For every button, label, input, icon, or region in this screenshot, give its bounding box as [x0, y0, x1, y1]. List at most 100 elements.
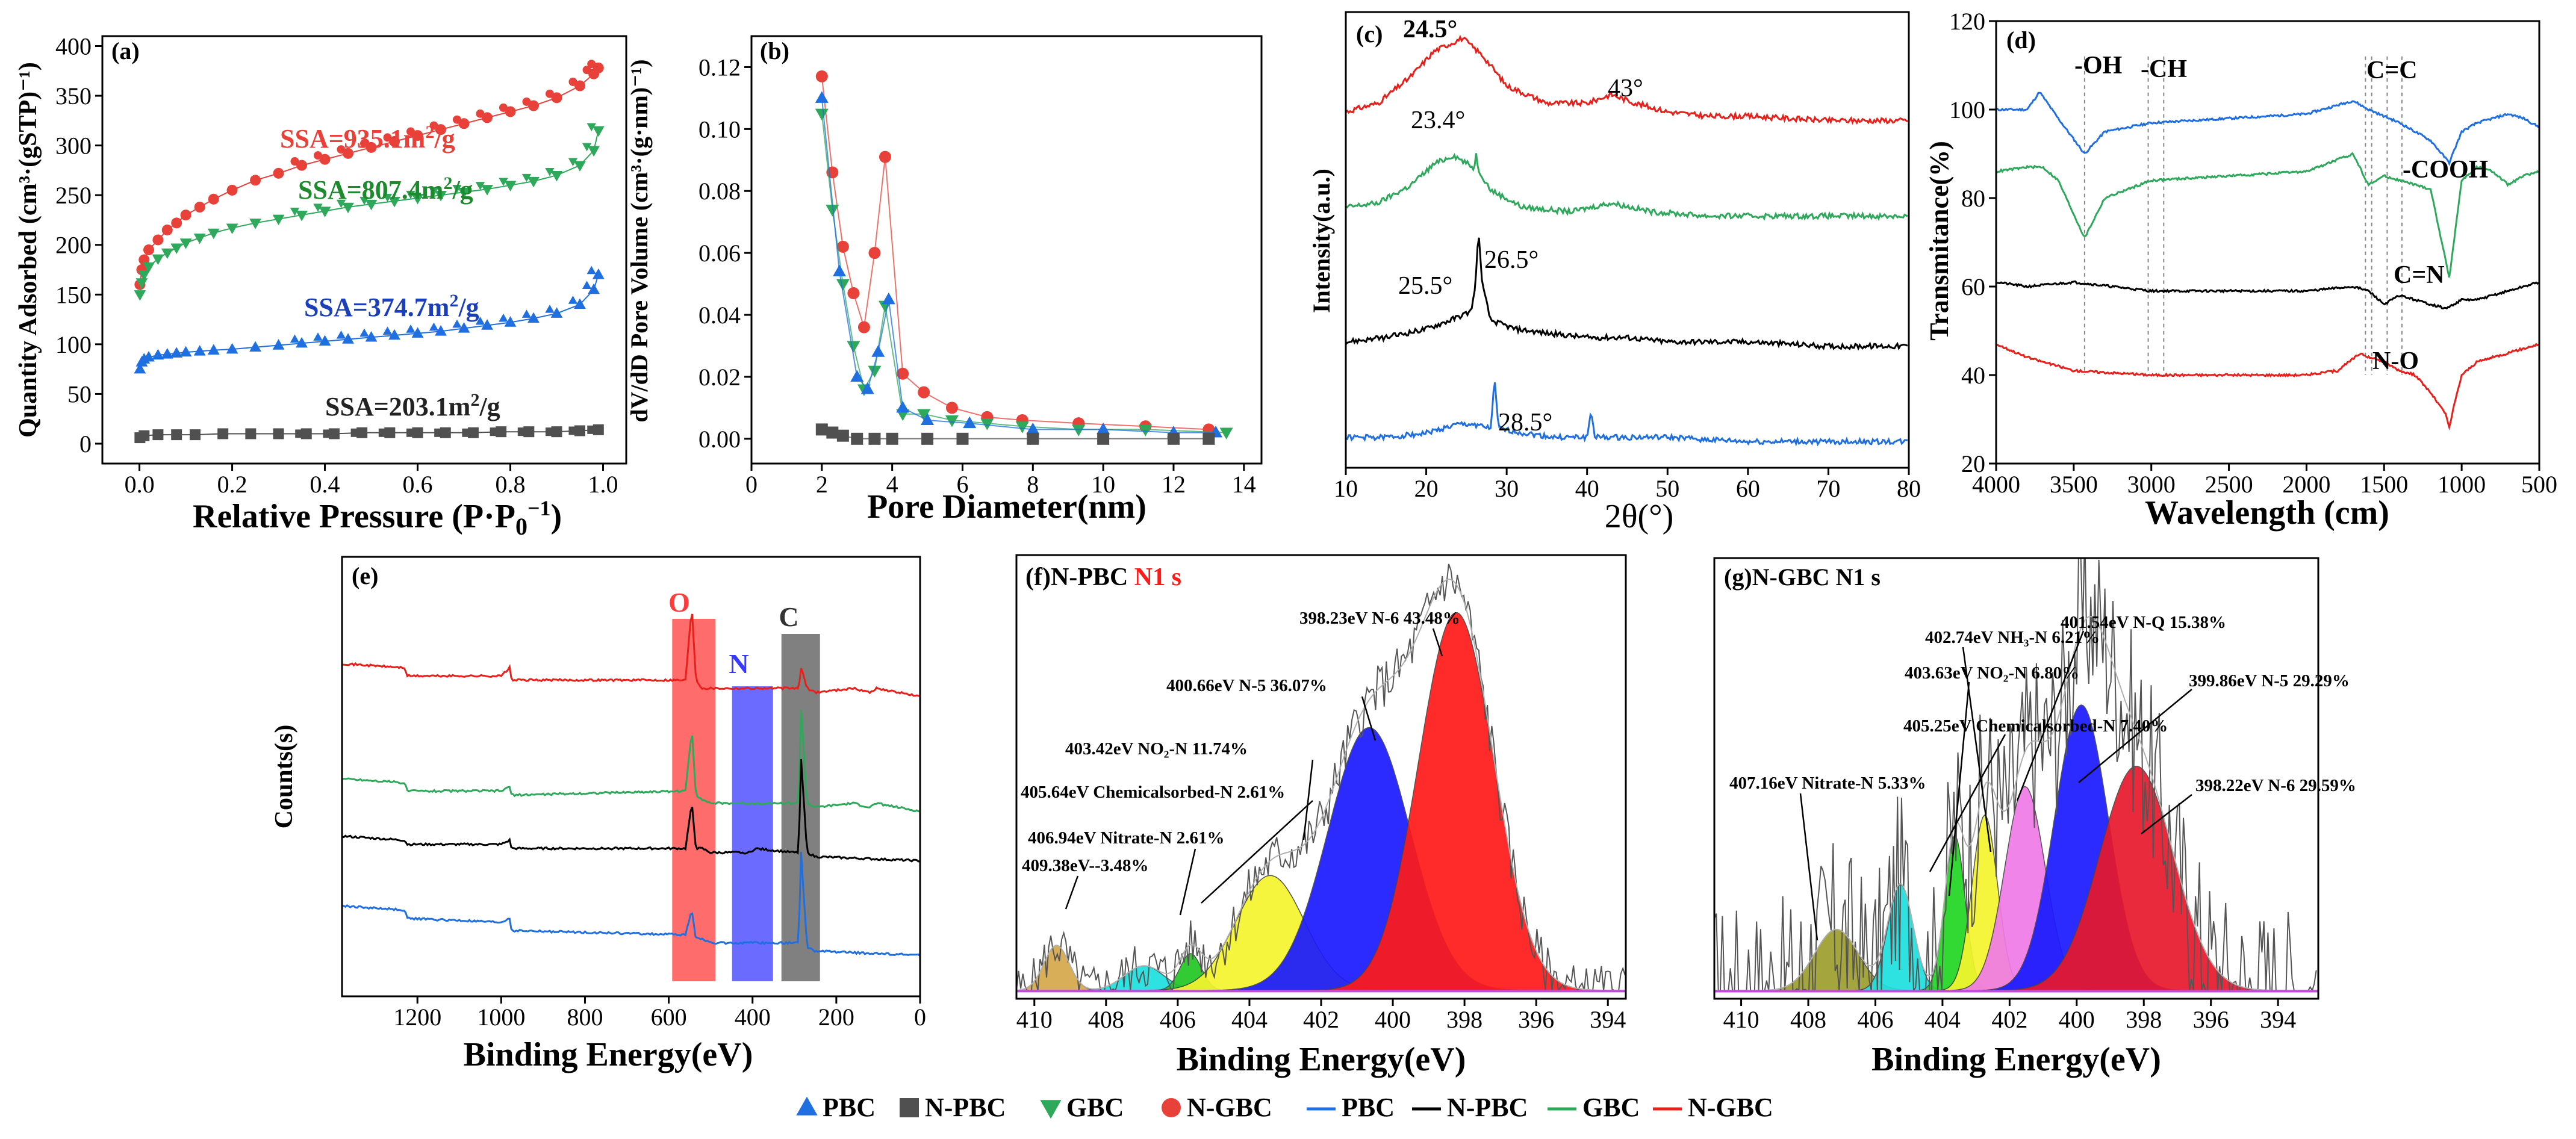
panel-a-ytick-label: 100: [55, 331, 92, 358]
panel-a-desorption-point-N-GBC: [499, 103, 508, 112]
panel-b-ylabel: dV/dD Pore Volume (cm³·(g·nm)⁻¹): [626, 59, 653, 422]
panel-a-desorption-point-GBC: [582, 143, 592, 152]
panel-b-point-N-PBC: [851, 432, 863, 445]
panel-a-desorption-point-N-PBC: [295, 429, 304, 438]
panel-c-peak-annotation: 28.5°: [1498, 409, 1552, 436]
panel-d-band-annotation: -CH: [2141, 55, 2187, 83]
panel-g-xtick-label: 394: [2260, 1006, 2296, 1033]
panel-d-xtick-label: 2500: [2205, 471, 2253, 498]
panel-a-desorption-point-N-PBC: [587, 425, 596, 434]
panel-e-xtick-label: 400: [735, 1004, 771, 1031]
panel-a-ytick-label: 150: [55, 281, 92, 308]
panel-a-desorption-point-N-GBC: [314, 151, 323, 160]
panel-a-point-PBC: [458, 322, 470, 333]
panel-b-point-N-PBC: [1202, 432, 1215, 445]
panel-f-peak-label: 406.94eV Nitrate-N 2.61%: [1028, 828, 1224, 848]
panel-b-ytick-label: 0.04: [698, 302, 741, 329]
panel-a-point-PBC: [193, 345, 206, 356]
panel-a-point-GBC: [342, 202, 354, 214]
panel-d-xlabel: Wavelength (cm): [2145, 494, 2389, 532]
panel-c-peak-annotation: 25.5°: [1398, 272, 1452, 300]
panel-a-desorption-point-N-GBC: [429, 121, 438, 130]
panel-b-xtick-label: 4: [886, 471, 898, 498]
panel-a-desorption-point-N-GBC: [360, 139, 369, 148]
panel-c-peak-annotation: 43°: [1608, 75, 1643, 102]
panel-a-desorption-point-GBC: [382, 193, 393, 202]
legend-line-label: N-GBC: [1688, 1093, 1773, 1122]
panel-g-fit-envelope: [1714, 615, 2316, 992]
panel-b-point-PBC: [896, 400, 910, 413]
panel-g-plot: [1714, 558, 2318, 993]
panel-a-point-PBC: [161, 348, 173, 359]
panel-a-ssa-annotation: SSA=935.1m2/g: [280, 122, 455, 154]
panel-d-line-N-GBC: [1996, 343, 2539, 431]
panel-a-desorption-point-GBC: [545, 167, 555, 176]
panel-c-peak-annotation: 24.5°: [1403, 16, 1457, 43]
panel-b-point-PBC: [882, 292, 895, 305]
panel-b-ytick-label: 0.02: [698, 364, 741, 391]
panel-a-point-N-PBC: [189, 429, 201, 441]
panel-d-xtick-label: 3500: [2050, 471, 2098, 498]
panel-f-xtick-label: 408: [1088, 1006, 1124, 1033]
panel-a-desorption-point-N-PBC: [462, 428, 471, 437]
panel-c-line-N-PBC: [1346, 237, 1908, 351]
panel-c-plot: [1346, 34, 1908, 447]
panel-f-raw-spectrum: [1016, 563, 1626, 993]
panel-d-band-annotation: N-O: [2372, 347, 2419, 375]
panel-b-point-N-GBC: [836, 240, 849, 253]
panel-a-point-GBC: [527, 176, 540, 188]
panel-a-desorption-point-GBC: [586, 123, 596, 132]
panel-b-ytick-label: 0.08: [698, 178, 741, 205]
panel-a-desorption-point-PBC: [545, 305, 555, 313]
panel-a-point-N-PBC: [574, 425, 586, 436]
panel-g-peak-pointer: [2141, 794, 2192, 834]
panel-d-label: (d): [2006, 26, 2036, 54]
panel-b-point-PBC: [963, 416, 977, 429]
panel-e-plot: [342, 613, 920, 981]
panel-d-band-annotation: -OH: [2074, 52, 2122, 79]
panel-a-point-N-GBC: [152, 234, 164, 246]
panel-a-point-GBC: [193, 233, 206, 244]
panel-d-ytick-label: 60: [1961, 273, 1985, 300]
panel-b-point-GBC: [917, 409, 931, 421]
panel-a-point-N-PBC: [328, 428, 340, 439]
panel-a-ytick-label: 200: [55, 232, 92, 259]
panel-g-title: (g)N-GBC N1 s: [1724, 563, 1881, 591]
panel-a-desorption-point-PBC: [359, 328, 369, 337]
panel-a-point-GBC: [588, 146, 600, 157]
panel-a-desorption-point-N-PBC: [323, 429, 332, 438]
panel-a-desorption-point-GBC: [290, 208, 300, 216]
panel-a-point-PBC: [207, 344, 220, 355]
panel-a-xtick-label: 0.8: [496, 471, 526, 498]
panel-e-band-N: [732, 686, 773, 981]
panel-a-desorption-point-N-GBC: [587, 60, 596, 69]
panel-f-peak-pointer: [1179, 848, 1196, 916]
panel-g-peak-label: 402.74eV NH₃-N 6.21%: [1925, 628, 2100, 647]
panel-c-xtick-label: 10: [1334, 475, 1358, 502]
panel-b-ytick-label: 0.12: [698, 54, 741, 81]
panel-a-point-GBC: [411, 193, 424, 205]
panel-a-desorption-point-PBC: [568, 296, 578, 304]
panel-a-point-GBC: [435, 190, 447, 202]
panel-a-point-GBC: [574, 161, 586, 172]
panel-f-peak-pointer: [1302, 759, 1314, 840]
panel-f-xtick-label: 410: [1016, 1006, 1053, 1033]
panel-a-point-GBC: [481, 185, 493, 196]
panel-a-desorption-point-GBC: [568, 158, 578, 167]
panel-c-xtick-label: 80: [1897, 475, 1921, 502]
panel-a-point-GBC: [365, 199, 378, 211]
panel-a-desorption-point-PBC: [499, 313, 508, 322]
panel-e-line-GBC: [342, 709, 920, 813]
panel-c-xtick-label: 30: [1495, 475, 1519, 502]
panel-a-point-GBC: [138, 270, 151, 281]
panel-f-peak-label: 409.38eV--3.48%: [1022, 856, 1148, 875]
panel-d-band-annotation: -COOH: [2403, 156, 2488, 184]
panel-a-point-N-GBC: [458, 118, 470, 129]
panel-b-point-GBC: [945, 415, 959, 427]
panel-g-xtick-label: 400: [2059, 1006, 2095, 1033]
panel-d-ytick-label: 100: [1949, 96, 1985, 123]
panel-a-desorption-point-N-GBC: [582, 66, 591, 75]
panel-a-desorption-point-N-GBC: [476, 109, 485, 118]
panel-c-ylabel: Intensity(a.u.): [1308, 169, 1335, 313]
panel-a-point-GBC: [226, 223, 238, 235]
